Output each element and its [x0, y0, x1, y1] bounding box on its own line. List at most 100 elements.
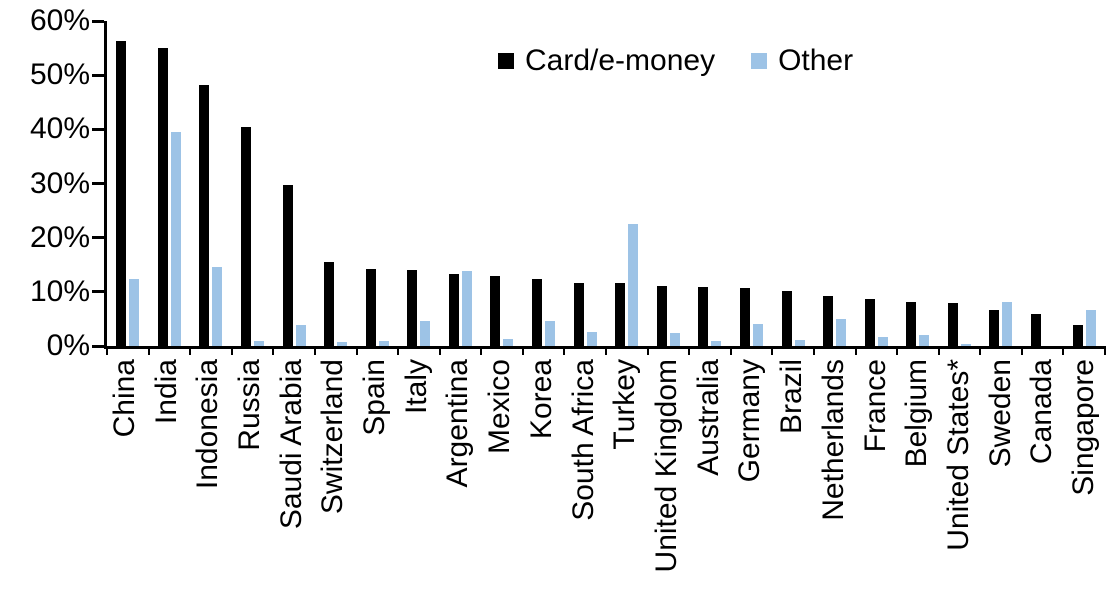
- x-axis-tick: [979, 346, 982, 355]
- x-axis-label: Germany: [733, 359, 767, 483]
- x-axis-tick: [480, 346, 483, 355]
- x-axis-label-cell: Australia: [688, 359, 730, 594]
- y-axis-label: 30%: [29, 166, 90, 200]
- bar-other: [129, 279, 140, 346]
- bar-other: [960, 343, 971, 346]
- x-axis-label-cell: Mexico: [479, 359, 521, 594]
- x-axis-label-cell: Indonesia: [187, 359, 229, 594]
- bar-card-emoney: [490, 275, 501, 346]
- y-axis-label: 20%: [29, 220, 90, 254]
- x-axis-tick: [563, 346, 566, 355]
- legend-label-card-emoney: Card/e-money: [525, 44, 716, 77]
- x-axis-tick: [812, 346, 815, 355]
- x-axis-tick: [688, 346, 691, 355]
- x-axis-tick: [854, 346, 857, 355]
- x-axis-label-cell: Canada: [1021, 359, 1063, 594]
- bar-card-emoney: [947, 303, 958, 346]
- legend-label-other: Other: [778, 44, 854, 77]
- x-axis-label: China: [107, 359, 141, 438]
- bar-other: [1002, 302, 1013, 346]
- x-axis-label-cell: Korea: [521, 359, 563, 594]
- y-axis-label: 0%: [46, 329, 90, 362]
- x-axis-label: Mexico: [483, 359, 517, 455]
- bar-group: [149, 21, 191, 346]
- bar-card-emoney: [1072, 324, 1083, 346]
- bar-group: [356, 21, 398, 346]
- bar-card-emoney: [698, 286, 709, 346]
- bar-card-emoney: [324, 262, 335, 346]
- x-axis-label: United Kingdom: [649, 359, 683, 573]
- x-axis-label-cell: Brazil: [771, 359, 813, 594]
- x-axis-label-cell: China: [104, 359, 146, 594]
- x-axis-label-cell: Netherlands: [813, 359, 855, 594]
- x-axis-tick: [937, 346, 940, 355]
- bar-other: [170, 131, 181, 346]
- bar-other: [711, 340, 722, 346]
- x-axis-label: United States*: [941, 359, 975, 551]
- bar-group: [523, 21, 565, 346]
- x-axis-tick: [1020, 346, 1023, 355]
- bar-group: [648, 21, 690, 346]
- legend: Card/e-money Other: [498, 46, 853, 76]
- x-axis-tick: [896, 346, 899, 355]
- x-axis-label-cell: India: [146, 359, 188, 594]
- bar-group: [273, 21, 315, 346]
- bar-card-emoney: [1031, 314, 1041, 346]
- x-axis-label-cell: Spain: [354, 359, 396, 594]
- x-axis-label: Sweden: [983, 359, 1017, 468]
- bar-group: [232, 21, 274, 346]
- x-axis-label: Singapore: [1067, 359, 1101, 496]
- bar-card-emoney: [532, 279, 543, 346]
- x-axis-label: Italy: [399, 359, 433, 415]
- x-axis-label-cell: South Africa: [563, 359, 605, 594]
- x-axis-tick: [272, 346, 275, 355]
- bar-group: [897, 21, 939, 346]
- bar-other: [212, 267, 223, 346]
- x-axis-label: India: [149, 359, 183, 425]
- x-axis-label-cell: Italy: [396, 359, 438, 594]
- x-axis-tick: [355, 346, 358, 355]
- x-axis-tick: [605, 346, 607, 355]
- bar-other: [752, 324, 763, 346]
- x-axis-tick: [771, 346, 774, 355]
- x-axis-label-cell: United Kingdom: [646, 359, 688, 594]
- bar-group: [1063, 21, 1105, 346]
- bar-group: [190, 21, 232, 346]
- bar-card-emoney: [823, 295, 834, 346]
- bar-group: [398, 21, 440, 346]
- y-axis-tick: [92, 19, 104, 23]
- bar-card-emoney: [199, 84, 210, 346]
- bar-other: [794, 339, 805, 346]
- x-axis-label: Spain: [358, 359, 392, 436]
- bar-card-emoney: [116, 41, 127, 346]
- y-axis-tick: [92, 344, 104, 348]
- bar-card-emoney: [448, 273, 459, 346]
- card-emoney-swatch-icon: [498, 53, 514, 69]
- x-axis-tick: [646, 346, 649, 355]
- bar-group: [731, 21, 773, 346]
- x-axis-label: Brazil: [775, 359, 809, 435]
- x-axis-label: South Africa: [566, 359, 600, 521]
- bar-other: [628, 223, 639, 346]
- y-axis-tick: [92, 236, 104, 240]
- bar-group: [855, 21, 897, 346]
- bar-other: [669, 333, 680, 346]
- bar-card-emoney: [656, 285, 667, 346]
- bar-group: [440, 21, 482, 346]
- x-axis-tick: [147, 346, 150, 355]
- x-axis-label-cell: United States*: [938, 359, 980, 594]
- x-axis-labels: China India Indonesia Russia Saudi Arabia Swi…: [104, 359, 1105, 594]
- bar-group: [980, 21, 1022, 346]
- y-axis-label: 50%: [29, 58, 90, 92]
- x-axis-label: France: [858, 359, 892, 453]
- x-axis-label: Turkey: [608, 359, 642, 450]
- bar-group: [939, 21, 981, 346]
- bar-other: [254, 341, 265, 346]
- bar-group: [689, 21, 731, 346]
- x-axis-label-cell: Sweden: [980, 359, 1022, 594]
- x-axis-label: Russia: [232, 359, 266, 451]
- x-axis-label: Indonesia: [191, 359, 225, 490]
- y-axis-tick: [92, 182, 104, 185]
- x-axis-label-cell: Germany: [730, 359, 772, 594]
